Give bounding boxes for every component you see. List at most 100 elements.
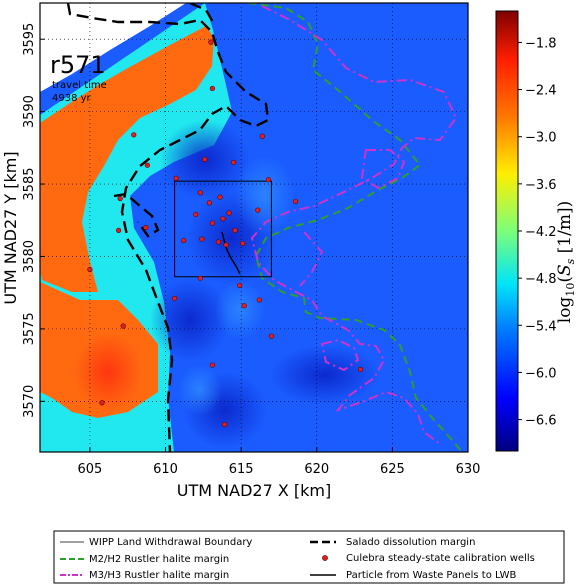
legend-label-m3h3: M3/H3 Rustler halite margin	[89, 570, 229, 581]
x-tick-label: 615	[229, 462, 254, 477]
x-tick-label: 625	[380, 462, 405, 477]
well-marker	[209, 85, 216, 92]
x-tick-label: 610	[153, 462, 178, 477]
salado-margin-lobe	[113, 192, 160, 238]
colorbar-label: log10(Ss [1/m])	[555, 201, 577, 323]
colorbar-tick-label: −2.4	[525, 84, 557, 99]
salado-margin-north	[189, 3, 216, 25]
x-axis-label: UTM NAD27 X [km]	[177, 481, 331, 500]
travel-time-label: travel time	[52, 80, 107, 91]
x-tick-label: 605	[77, 462, 102, 477]
run-id: r571	[50, 51, 106, 79]
well-marker	[193, 211, 199, 218]
colorbar-tick-label: −6.0	[525, 366, 557, 381]
wipp-land-withdrawal-boundary	[174, 180, 272, 278]
well-marker	[173, 175, 179, 181]
y-tick-label: 3570	[22, 385, 37, 418]
colorbar-tick-label: −3.6	[525, 178, 557, 193]
salado-margin	[66, 3, 270, 452]
well-marker	[206, 200, 212, 206]
m3h3-margin-east	[320, 338, 360, 372]
well-marker	[209, 362, 216, 368]
plot-area	[40, 3, 468, 452]
colorbar-tick-label: −5.4	[525, 319, 557, 334]
legend-key-wells	[322, 555, 328, 561]
well-marker	[255, 207, 261, 213]
colorbar	[495, 10, 519, 452]
well-marker	[202, 156, 208, 163]
grid	[40, 3, 468, 452]
well-marker	[217, 194, 223, 200]
well-marker	[215, 239, 222, 245]
well-marker	[223, 242, 229, 248]
well-marker	[87, 266, 93, 273]
patch-dark	[270, 345, 380, 405]
m3h3-margin	[250, 5, 458, 445]
x-tick-label: 620	[304, 462, 329, 477]
colorbar-tick-label: −4.8	[525, 272, 557, 287]
well-marker	[172, 295, 178, 302]
x-tick-label: 630	[456, 462, 481, 477]
no-data-region	[40, 3, 186, 92]
y-tick-label: 3590	[22, 95, 37, 128]
well-marker	[292, 198, 299, 205]
well-marker	[220, 216, 226, 222]
y-tick-label: 3595	[22, 23, 37, 56]
well-marker	[226, 210, 232, 216]
zone-high-core	[74, 332, 142, 412]
colorbar-tick-label: −6.6	[525, 414, 557, 429]
well-marker	[99, 400, 105, 406]
well-marker	[144, 162, 150, 168]
m3h3-margin-loop	[360, 149, 406, 190]
particle-path	[221, 231, 241, 275]
colorbar-ticks: −1.8 −2.4 −3.0 −3.6 −4.2 −4.8 −5.4 −6.0 −6.6	[518, 36, 557, 429]
well-marker	[240, 240, 246, 247]
well-marker	[131, 132, 137, 138]
well-marker	[256, 297, 262, 303]
patch-light	[235, 155, 295, 235]
colorbar-tick-label: −4.2	[525, 225, 557, 240]
legend-label-salado: Salado dissolution margin	[346, 537, 475, 548]
travel-time-value: 4938 yr	[52, 93, 92, 104]
legend-label-wipp: WIPP Land Withdrawal Boundary	[89, 537, 252, 548]
m2h2-margin	[247, 3, 463, 452]
well-marker	[181, 237, 187, 244]
y-axis-ticks: 3570 3575 3580 3585 3590 3595	[22, 23, 45, 418]
plot-frame	[39, 2, 469, 453]
y-tick-label: 3585	[22, 168, 37, 201]
well-marker	[265, 177, 271, 183]
zone-high	[40, 26, 214, 292]
well-marker	[237, 282, 243, 289]
colorbar-tick-label: −1.8	[525, 36, 557, 51]
calibration-wells	[87, 39, 364, 428]
patch-light	[215, 280, 265, 340]
y-tick-label: 3575	[22, 312, 37, 345]
well-marker	[143, 224, 149, 231]
well-marker	[117, 195, 123, 202]
well-marker	[208, 39, 214, 45]
legend-label-wells: Culebra steady-state calibration wells	[346, 553, 535, 564]
well-marker	[241, 303, 247, 309]
well-marker	[259, 133, 265, 139]
legend-label-particle: Particle from Waste Panels to LWB	[346, 570, 517, 581]
patch-light	[178, 364, 222, 416]
well-marker	[199, 236, 205, 242]
colorbar-tick-label: −3.0	[525, 131, 557, 146]
well-marker	[232, 227, 238, 233]
well-marker	[230, 159, 237, 165]
well-marker	[116, 227, 122, 233]
well-marker	[358, 366, 364, 373]
well-marker	[221, 421, 228, 428]
well-marker	[197, 275, 203, 281]
well-marker	[197, 190, 203, 196]
y-tick-label: 3580	[22, 240, 37, 273]
svg-text:log10(Ss [1/m]): log10(Ss [1/m])	[555, 201, 577, 323]
legend-label-m2h2: M2/H2 Rustler halite margin	[89, 554, 229, 565]
well-marker	[120, 323, 126, 329]
well-marker	[209, 220, 216, 226]
legend: WIPP Land Withdrawal Boundary Salado dis…	[53, 530, 565, 584]
well-marker	[268, 333, 274, 339]
y-axis-label: UTM NAD27 Y [km]	[1, 151, 20, 304]
x-axis-ticks: 605 610 615 620 625 630	[77, 447, 480, 477]
